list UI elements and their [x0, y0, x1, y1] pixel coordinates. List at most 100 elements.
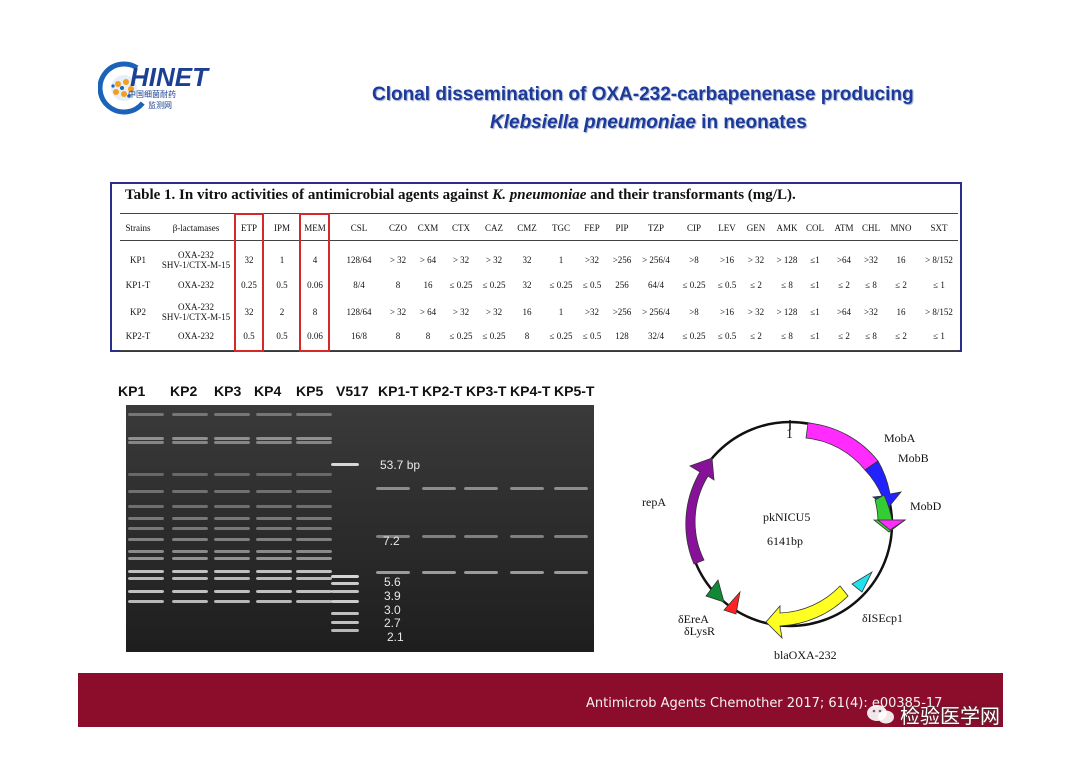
isecp1-arrow	[851, 570, 873, 593]
gel-band	[510, 487, 544, 490]
gel-band	[128, 437, 164, 440]
gel-band	[172, 557, 208, 560]
table-cell: 1	[558, 255, 564, 265]
gel-band	[296, 600, 332, 603]
size-marker-label: 3.0	[384, 603, 401, 617]
table-cell: 32	[244, 255, 254, 265]
table-cell: ≤ 0.25	[682, 331, 706, 341]
gel-band	[256, 413, 292, 416]
row-betalactamase: OXA-232	[178, 331, 214, 341]
lane-label: KP2-T	[422, 383, 463, 399]
gel-band	[172, 570, 208, 573]
logo-subtitle: 中国细菌耐药	[128, 90, 176, 99]
table-cell: > 256/4	[642, 255, 670, 265]
table-cell: >256	[612, 307, 632, 317]
table-header-cell: MNO	[890, 223, 912, 233]
gel-band	[256, 441, 292, 444]
table-header-cell: CIP	[686, 223, 702, 233]
gel-band	[256, 490, 292, 493]
table-cell: 1	[558, 307, 564, 317]
gel-band	[128, 517, 164, 520]
table-cell: > 128	[776, 307, 798, 317]
table-cell: 8/4	[353, 280, 365, 290]
gel-band	[172, 441, 208, 444]
gel-band	[172, 600, 208, 603]
table-cell: >16	[719, 255, 735, 265]
gel-band	[296, 473, 332, 476]
row-betalactamase: OXA-232	[178, 280, 214, 290]
table-cell: 16	[522, 307, 532, 317]
table-cell: 0.5	[276, 331, 288, 341]
table-cell: >32	[863, 307, 879, 317]
table-header-cell: SXT	[930, 223, 948, 233]
size-marker-label: 2.1	[387, 630, 404, 644]
table-cell: 16	[423, 280, 433, 290]
gel-band	[256, 517, 292, 520]
table-cell: > 32	[389, 255, 407, 265]
table-header-cell: COL	[806, 223, 824, 233]
label-moba: MobA	[884, 431, 916, 445]
gel-band	[296, 570, 332, 573]
gel-band	[128, 413, 164, 416]
table-rule-header	[120, 240, 958, 241]
table-caption: Table 1. In vitro activities of antimicr…	[125, 187, 796, 204]
size-marker-label: 3.9	[384, 589, 401, 603]
table-cell: ≤ 2	[838, 331, 850, 341]
label-erea: δEreA	[678, 612, 709, 626]
moba-arrow	[805, 422, 879, 471]
table-frame	[110, 182, 962, 352]
table-cell: 32	[522, 255, 532, 265]
gel-band	[214, 517, 250, 520]
gel-band	[214, 577, 250, 580]
lysr-arrow	[723, 590, 741, 615]
lane-label: KP4	[254, 383, 282, 399]
table-cell: ≤1	[810, 331, 820, 341]
table-header-cell: CAZ	[485, 223, 503, 233]
table-cell: > 32	[452, 307, 470, 317]
gel-band	[214, 413, 250, 416]
table-cell: ≤ 8	[781, 331, 793, 341]
row-betalactamase-2: SHV-1/CTX-M-15	[161, 260, 231, 270]
lane-label: KP1-T	[378, 383, 419, 399]
table-cell: ≤ 0.25	[482, 331, 506, 341]
label-mobb: MobB	[898, 451, 929, 465]
plasmid-map: 1 pkNICU5 6141bp MobA MobB MobD δISEcp1 …	[642, 420, 942, 662]
table-rule-bottom	[120, 350, 958, 351]
gel-band	[296, 413, 332, 416]
table-cell: >16	[719, 307, 735, 317]
gel-band	[214, 570, 250, 573]
lane-label: KP3	[214, 383, 242, 399]
table-header-cell: IPM	[273, 223, 291, 233]
table-cell: 4	[312, 255, 318, 265]
gel-band	[464, 535, 498, 538]
gel-band	[422, 535, 456, 538]
table-cell: ≤ 8	[865, 331, 877, 341]
table-cell: ≤1	[810, 307, 820, 317]
table-cell: > 8/152	[925, 255, 953, 265]
gel-band	[128, 557, 164, 560]
gel-band	[331, 582, 359, 585]
table-cell: > 32	[747, 255, 765, 265]
label-lysr: δLysR	[684, 624, 715, 638]
gel-band	[331, 621, 359, 624]
table-header-cell: FEP	[584, 223, 600, 233]
gel-band	[214, 437, 250, 440]
table-cell: ≤ 0.5	[582, 280, 602, 290]
table-header-cell: β-lactamases	[172, 223, 220, 233]
gel-band	[296, 517, 332, 520]
logo-name: HINET	[130, 62, 208, 92]
gel-band	[172, 527, 208, 530]
gel-band	[172, 550, 208, 553]
table-cell: > 128	[776, 255, 798, 265]
gel-band	[172, 590, 208, 593]
gel-band	[128, 505, 164, 508]
title-species: Klebsiella pneumoniae	[490, 112, 696, 133]
gel-band	[296, 538, 332, 541]
gel-band	[554, 571, 588, 574]
row-strain: KP2	[129, 307, 147, 317]
gel-band	[376, 535, 410, 538]
gel-band	[128, 600, 164, 603]
table-cell: > 8/152	[925, 307, 953, 317]
table-cell: ≤ 1	[933, 280, 945, 290]
plasmid-size: 6141bp	[767, 534, 803, 548]
